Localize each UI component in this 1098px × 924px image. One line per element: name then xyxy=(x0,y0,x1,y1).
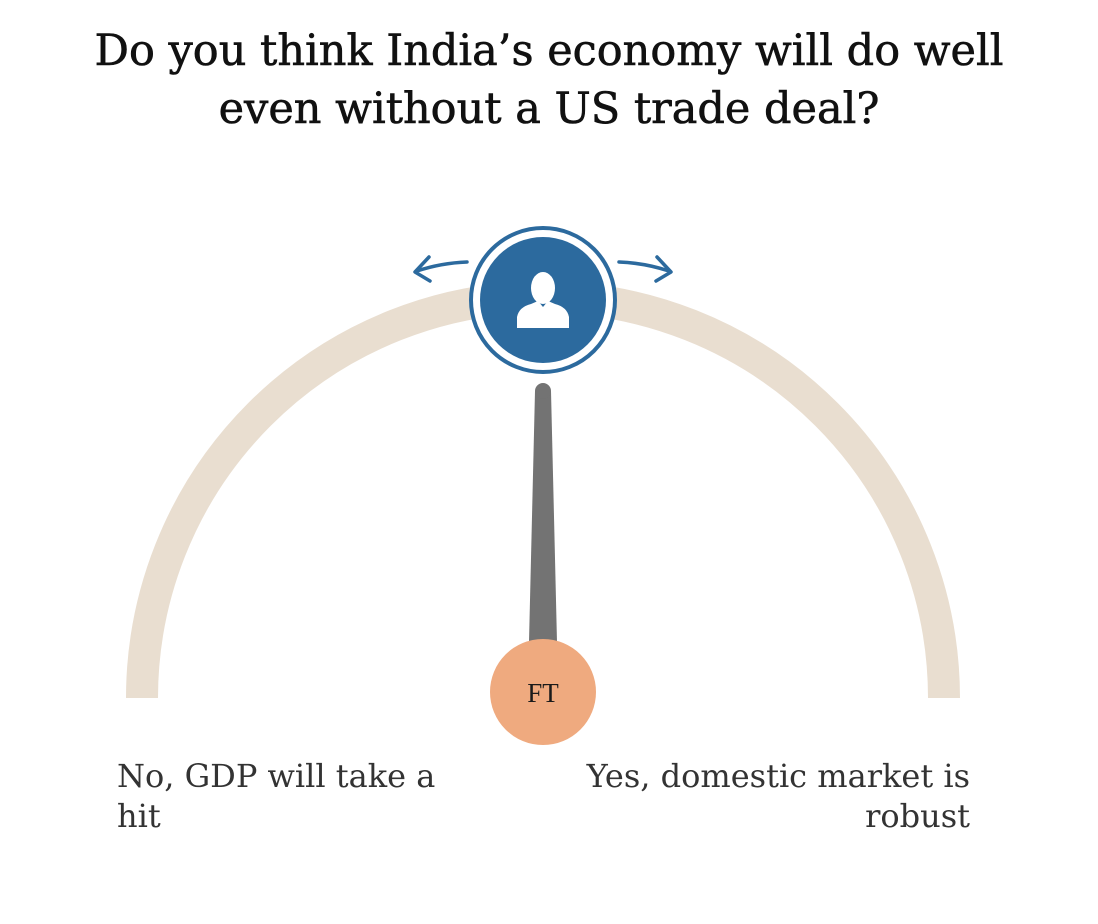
ft-badge: FT xyxy=(490,639,596,745)
poll-question-line-2: even without a US trade deal? xyxy=(218,84,880,135)
arrow-right-curved-icon xyxy=(617,255,673,283)
arrow-left-curved-icon xyxy=(413,255,469,283)
poll-question-line-1: Do you think India’s economy will do wel… xyxy=(94,26,1004,77)
user-silhouette-icon xyxy=(517,272,569,328)
answer-no-label: No, GDP will take a hit xyxy=(117,757,436,835)
ft-needle-tip xyxy=(535,383,551,399)
user-vote-marker[interactable] xyxy=(469,226,617,374)
ft-needle xyxy=(529,391,557,642)
answer-yes-label: Yes, domestic market is robust xyxy=(586,757,970,835)
ft-badge-label: FT xyxy=(527,678,559,708)
poll-question: Do you think India’s economy will do wel… xyxy=(0,22,1098,138)
